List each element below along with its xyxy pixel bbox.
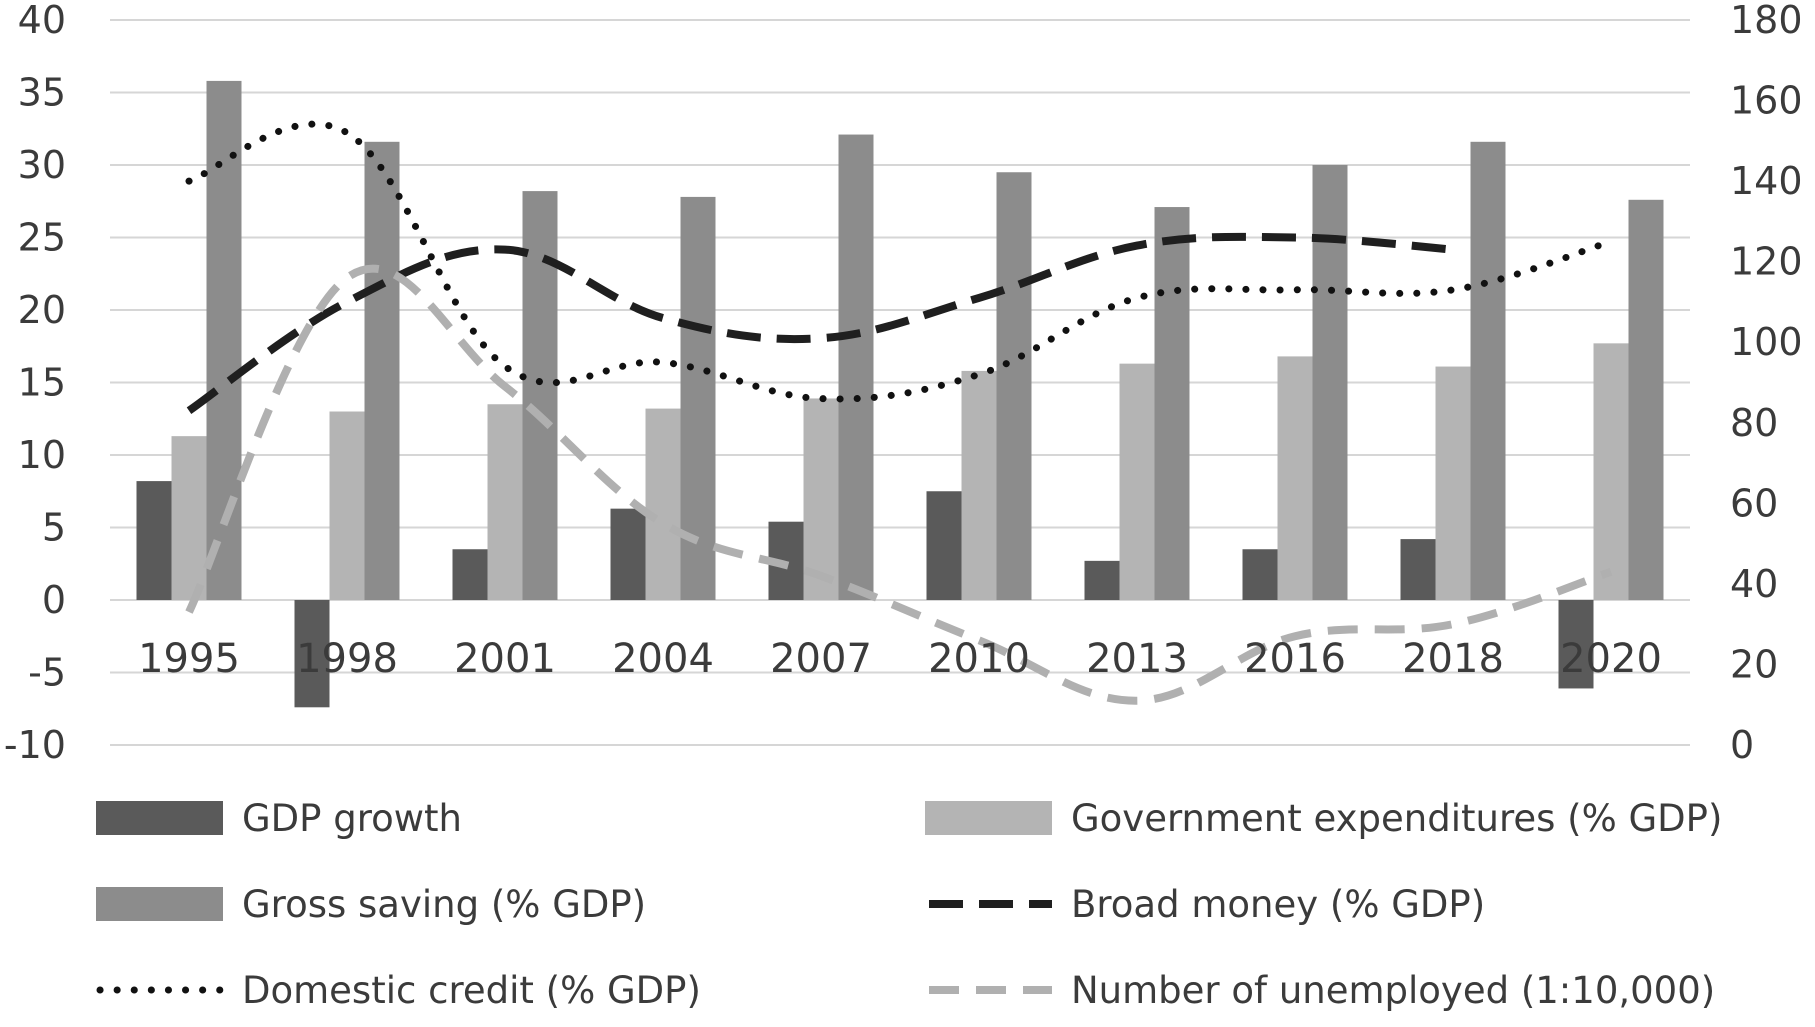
bar-gdp-growth — [610, 508, 646, 600]
bar-gross-saving-gdp — [1470, 141, 1506, 601]
bar-gdp-growth — [1242, 549, 1278, 600]
bar-gross-saving-gdp — [1312, 165, 1348, 600]
bar-gross-saving-gdp — [364, 141, 400, 601]
bar-gdp-growth — [136, 481, 172, 600]
bar-government-expenditures-gdp — [1593, 343, 1629, 600]
left-tick-label: 0 — [42, 578, 66, 622]
left-tick-label: 35 — [18, 71, 66, 115]
right-tick-label: 120 — [1730, 240, 1803, 284]
line-number-of-unemployed-1-10-000 — [185, 264, 1613, 705]
legend-swatch-government-expenditures-gdp — [925, 801, 1052, 835]
line-broad-money-gdp — [186, 232, 1454, 414]
bar-government-expenditures-gdp — [803, 398, 839, 600]
bar-gdp-growth — [926, 491, 962, 600]
right-tick-label: 60 — [1730, 481, 1778, 525]
legend-label-gross-saving-gdp: Gross saving (% GDP) — [242, 883, 646, 926]
bar-gross-saving-gdp — [1628, 199, 1664, 601]
category-label: 2004 — [612, 636, 714, 682]
category-label: 2007 — [770, 636, 872, 682]
right-tick-label: 80 — [1730, 401, 1778, 445]
left-tick-label: 20 — [18, 288, 66, 332]
legend-swatch-gdp-growth — [96, 801, 223, 835]
category-label: 1998 — [296, 636, 398, 682]
left-tick-label: 15 — [18, 361, 66, 405]
legend-label-number-of-unemployed-1-10-000: Number of unemployed (1:10,000) — [1071, 969, 1715, 1012]
bar-government-expenditures-gdp — [961, 370, 997, 600]
legend-label-gdp-growth: GDP growth — [242, 797, 462, 840]
bar-government-expenditures-gdp — [487, 404, 523, 600]
bar-gross-saving-gdp — [1154, 207, 1190, 601]
bar-government-expenditures-gdp — [1277, 356, 1313, 600]
right-tick-label: 180 — [1730, 0, 1803, 42]
left-tick-label: 5 — [42, 506, 66, 550]
left-tick-label: 40 — [18, 0, 66, 42]
bar-government-expenditures-gdp — [645, 408, 681, 600]
bar-gdp-growth — [1400, 539, 1436, 600]
left-tick-label: 10 — [18, 433, 66, 477]
bar-government-expenditures-gdp — [1435, 366, 1471, 600]
legend: GDP growth Government expenditures (% GDP… — [96, 797, 1722, 1012]
bar-government-expenditures-gdp — [1119, 363, 1155, 600]
category-label: 2010 — [928, 636, 1030, 682]
line-domestic-credit-gdp — [185, 120, 1615, 403]
left-axis-ticks: -10 -5 0 5 10 15 20 25 30 35 40 — [4, 0, 66, 767]
category-label: 1995 — [138, 636, 240, 682]
right-tick-label: 0 — [1730, 723, 1754, 767]
bar-government-expenditures-gdp — [329, 411, 365, 600]
bar-gross-saving-gdp — [996, 172, 1032, 600]
category-label: 2018 — [1402, 636, 1504, 682]
legend-label-government-expenditures-gdp: Government expenditures (% GDP) — [1071, 797, 1722, 840]
bar-gdp-growth — [452, 549, 488, 600]
left-tick-label: 30 — [18, 143, 66, 187]
series-lines — [185, 120, 1615, 705]
category-label: 2001 — [454, 636, 556, 682]
left-tick-label: -10 — [4, 723, 66, 767]
right-tick-label: 40 — [1730, 562, 1778, 606]
bar-government-expenditures-gdp — [171, 436, 207, 600]
bar-gdp-growth — [1558, 600, 1594, 689]
right-axis-ticks: 0 20 40 60 80 100 120 140 160 180 — [1730, 0, 1803, 767]
category-label: 2020 — [1560, 636, 1662, 682]
right-tick-label: 100 — [1730, 320, 1803, 364]
left-tick-label: -5 — [28, 651, 66, 695]
right-tick-label: 140 — [1730, 159, 1803, 203]
legend-swatch-gross-saving-gdp — [96, 887, 223, 921]
right-tick-label: 160 — [1730, 79, 1803, 123]
category-label: 2016 — [1244, 636, 1346, 682]
bar-gross-saving-gdp — [838, 134, 874, 601]
legend-label-broad-money-gdp: Broad money (% GDP) — [1071, 883, 1485, 926]
right-tick-label: 20 — [1730, 642, 1778, 686]
bar-gdp-growth — [294, 600, 330, 708]
category-label: 2013 — [1086, 636, 1188, 682]
bars — [136, 80, 1664, 708]
category-labels: 1995 1998 2001 2004 2007 2010 2013 2016 2018 2020 — [138, 636, 1662, 682]
left-tick-label: 25 — [18, 216, 66, 260]
bar-gdp-growth — [1084, 560, 1120, 600]
legend-label-domestic-credit-gdp: Domestic credit (% GDP) — [242, 969, 701, 1012]
